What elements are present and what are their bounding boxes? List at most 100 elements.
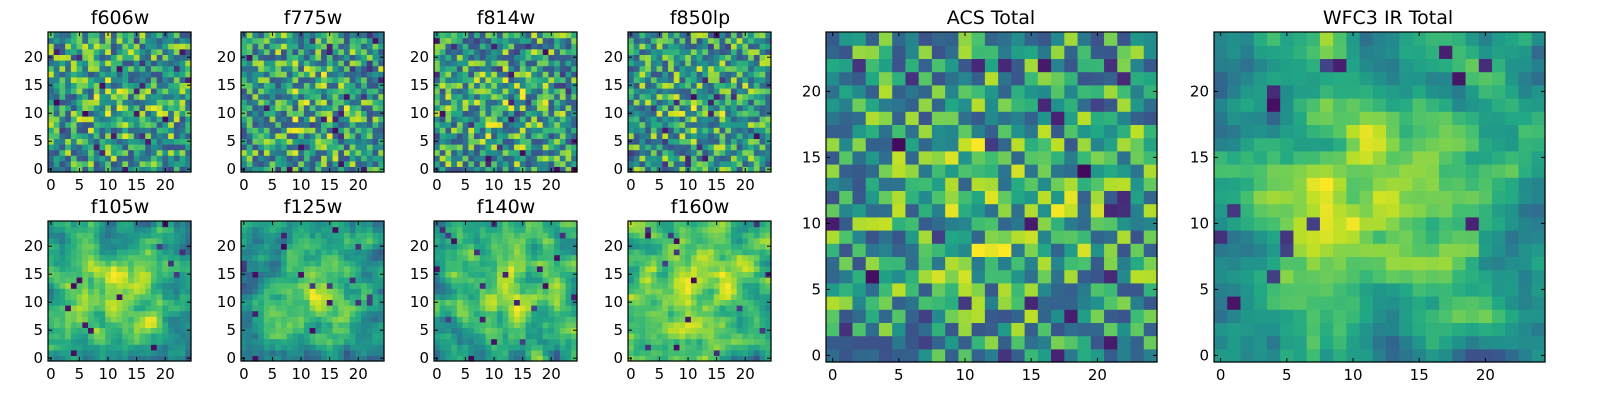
heatmap-cell xyxy=(456,65,464,72)
heatmap-cell xyxy=(508,99,515,106)
heatmap-cell xyxy=(48,127,55,134)
heatmap-cell xyxy=(145,88,152,95)
heatmap-cell xyxy=(292,76,299,83)
heatmap-cell xyxy=(185,60,192,67)
y-tick-label: 0 xyxy=(419,349,429,367)
heatmap-cell xyxy=(536,132,544,139)
heatmap-cell xyxy=(252,110,259,117)
heatmap-cell xyxy=(531,344,538,351)
heatmap-cell xyxy=(53,355,61,362)
heatmap-cell xyxy=(275,88,282,95)
heatmap-cell xyxy=(639,116,646,123)
heatmap-cell xyxy=(179,232,186,239)
heatmap-cell xyxy=(514,299,521,306)
heatmap-cell xyxy=(753,82,761,89)
heatmap-cell xyxy=(173,48,181,55)
heatmap-cell xyxy=(88,54,95,61)
heatmap-cell xyxy=(685,149,692,156)
heatmap-cell xyxy=(65,99,72,106)
heatmap-cell xyxy=(366,333,374,340)
heatmap-cell xyxy=(434,288,441,295)
heatmap-cell xyxy=(462,282,469,289)
heatmap-cell xyxy=(456,271,464,278)
heatmap-cell xyxy=(145,338,152,345)
heatmap-cell xyxy=(133,104,141,111)
heatmap-cell xyxy=(685,321,692,328)
heatmap-cell xyxy=(162,232,169,239)
heatmap-cell xyxy=(514,327,521,334)
heatmap-cell xyxy=(70,243,78,250)
heatmap-cell xyxy=(88,237,95,244)
heatmap-cell xyxy=(332,127,339,134)
heatmap-cell xyxy=(263,110,271,117)
heatmap-cell xyxy=(536,71,544,78)
heatmap-cell xyxy=(554,232,561,239)
heatmap-cell xyxy=(162,338,169,345)
heatmap-cell xyxy=(456,310,464,317)
heatmap-cell xyxy=(496,144,504,151)
heatmap-cell xyxy=(361,155,368,162)
heatmap-cell xyxy=(168,160,175,167)
heatmap-cell xyxy=(53,88,61,95)
heatmap-cell xyxy=(116,48,123,55)
heatmap-cell xyxy=(70,76,78,83)
heatmap-cell xyxy=(128,243,135,250)
heatmap-cell xyxy=(645,155,652,162)
y-tick-label: 5 xyxy=(419,132,429,150)
heatmap-cell xyxy=(65,166,72,173)
heatmap-cell xyxy=(246,82,254,89)
heatmap-cell xyxy=(246,60,254,67)
heatmap-cell xyxy=(736,37,743,44)
heatmap-cell xyxy=(269,288,276,295)
heatmap-cell xyxy=(514,43,521,50)
heatmap-cell xyxy=(156,54,163,61)
heatmap-cell xyxy=(110,282,118,289)
heatmap-cell xyxy=(252,344,259,351)
heatmap-cell xyxy=(286,310,294,317)
heatmap-cell xyxy=(150,93,158,100)
heatmap-cell xyxy=(378,321,385,328)
heatmap-cell xyxy=(685,316,692,323)
heatmap-cell xyxy=(468,149,475,156)
heatmap-cell xyxy=(730,144,738,151)
heatmap-cell xyxy=(263,138,271,145)
heatmap-cell xyxy=(491,293,498,300)
heatmap-cell xyxy=(275,144,282,151)
heatmap-cell xyxy=(349,71,356,78)
heatmap-cell xyxy=(150,288,158,295)
heatmap-cell xyxy=(445,144,452,151)
heatmap-cell xyxy=(139,166,146,173)
heatmap-cell xyxy=(525,71,532,78)
heatmap-cell xyxy=(338,32,345,39)
heatmap-cell xyxy=(76,265,83,272)
heatmap-cell xyxy=(168,243,175,250)
heatmap-cell xyxy=(105,144,112,151)
heatmap-cell xyxy=(105,249,112,256)
heatmap-cell xyxy=(633,344,641,351)
heatmap-cell xyxy=(445,93,452,100)
x-tick-label: 10 xyxy=(99,176,118,194)
heatmap-cell xyxy=(76,93,83,100)
heatmap-cell xyxy=(252,138,259,145)
heatmap-cell xyxy=(286,43,294,50)
heatmap-cell xyxy=(748,344,755,351)
heatmap-cell xyxy=(519,321,527,328)
heatmap-cell xyxy=(514,48,521,55)
heatmap-cell xyxy=(713,144,721,151)
heatmap-cell xyxy=(725,282,732,289)
heatmap-cell xyxy=(70,127,78,134)
heatmap-cell xyxy=(275,265,282,272)
heatmap-cell xyxy=(349,82,356,89)
heatmap-cell xyxy=(241,43,248,50)
heatmap-cell xyxy=(679,282,686,289)
heatmap-cell xyxy=(531,60,538,67)
heatmap-cell xyxy=(139,265,146,272)
heatmap-cell xyxy=(82,299,89,306)
heatmap-cell xyxy=(491,127,498,134)
heatmap-cell xyxy=(662,344,669,351)
heatmap-cell xyxy=(451,316,458,323)
heatmap-cell xyxy=(542,76,549,83)
heatmap-cell xyxy=(326,99,334,106)
heatmap-cell xyxy=(361,249,368,256)
heatmap-cell xyxy=(366,338,374,345)
